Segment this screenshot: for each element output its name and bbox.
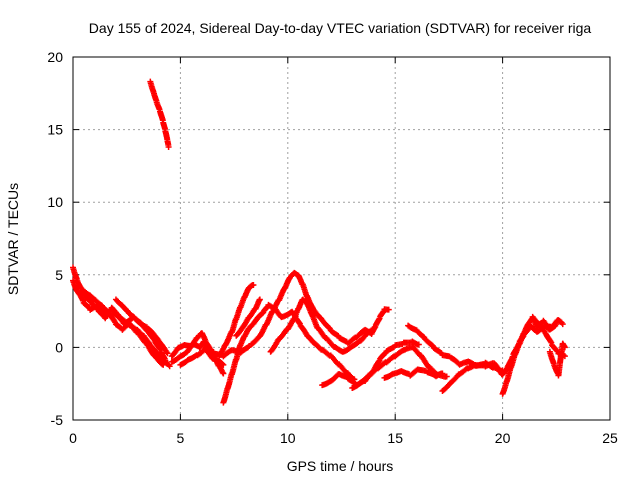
grid-lines <box>73 57 610 420</box>
series-M <box>267 296 377 355</box>
y-tick-label: -5 <box>51 412 64 428</box>
data-point <box>553 321 560 328</box>
data-point <box>250 281 257 288</box>
series-D <box>112 296 171 357</box>
data-point <box>428 341 435 348</box>
series-T <box>529 313 568 360</box>
data-point <box>370 325 377 332</box>
data-point <box>220 370 227 377</box>
x-tick-label: 5 <box>177 430 185 446</box>
series-C <box>80 287 167 368</box>
data-points <box>70 78 568 406</box>
y-tick-label: 10 <box>47 194 63 210</box>
y-tick-label: 15 <box>47 122 63 138</box>
data-point <box>245 344 252 351</box>
data-point <box>385 306 392 313</box>
y-tick-label: 20 <box>47 49 63 65</box>
x-tick-label: 20 <box>495 430 511 446</box>
data-point <box>561 344 568 351</box>
x-tick-label: 10 <box>280 430 296 446</box>
x-tick-label: 0 <box>69 430 77 446</box>
x-tick-label: 15 <box>387 430 403 446</box>
axis-ticks <box>72 56 611 421</box>
data-point <box>164 350 171 357</box>
series-P <box>381 366 446 381</box>
y-axis-label: SDTVAR / TECUs <box>5 183 21 295</box>
series-E <box>147 78 172 151</box>
data-point <box>165 144 172 151</box>
series-K <box>233 296 263 339</box>
data-point <box>162 357 169 364</box>
plot-area <box>72 56 611 421</box>
chart-title: Day 155 of 2024, Sidereal Day-to-day VTE… <box>89 20 592 36</box>
data-point <box>163 349 170 356</box>
data-point <box>256 296 263 303</box>
series-G <box>168 330 227 377</box>
data-point <box>553 347 560 354</box>
data-point <box>415 341 422 348</box>
series-U <box>546 340 568 379</box>
y-tick-label: 5 <box>55 267 63 283</box>
x-tick-label: 25 <box>602 430 618 446</box>
series-S <box>499 314 560 397</box>
data-point <box>443 373 450 380</box>
data-point <box>166 363 173 370</box>
tick-labels: 0 5 10 15 20 25 -5 0 5 10 15 20 <box>47 49 618 446</box>
x-axis-label: GPS time / hours <box>287 458 394 474</box>
series-I <box>220 301 358 406</box>
data-point <box>160 361 167 368</box>
y-tick-label: 0 <box>55 339 63 355</box>
data-point <box>439 370 446 377</box>
data-point <box>559 321 566 328</box>
series-J <box>216 281 257 360</box>
